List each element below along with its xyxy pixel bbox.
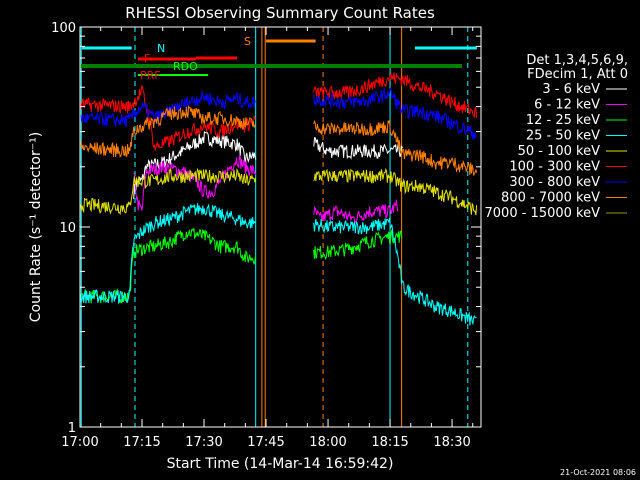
legend-header-line-2: FDecim 1, Att 0 [527,67,628,82]
series-line-2 [79,228,403,304]
series-line-6 [79,87,478,140]
series-line-3 [79,203,477,326]
annotation-label: S [244,35,251,48]
x-tick-label: 17:00 [61,435,98,450]
series-line-5 [79,72,478,152]
legend-entry-label: 6 - 12 keV [534,98,600,113]
y-tick-label: 10 [59,221,76,236]
legend-entry-label: 7000 - 15000 keV [485,206,601,221]
series-line-1 [133,155,399,225]
y-axis-label: Count Rate (s⁻¹ detector⁻¹) [28,132,44,322]
chart-title: RHESSI Observing Summary Count Rates [125,4,435,22]
x-tick-label: 17:15 [123,435,160,450]
y-axis-ticks: 1 10 100 [51,21,481,436]
x-tick-label: 18:30 [433,435,470,450]
series-line-4 [79,167,478,216]
annotation-label: PRF [140,69,161,82]
legend-header-line-1: Det 1,3,4,5,6,9, [526,53,628,68]
y-tick-label: 100 [51,21,76,36]
series-line-0 [133,131,403,200]
x-tick-label: 18:00 [309,435,346,450]
series-lines [79,72,478,326]
x-tick-label: 17:30 [185,435,222,450]
annotation-label: RDO [173,60,198,73]
plot-area [80,27,481,427]
series-line-7 [79,104,478,176]
event-markers [80,27,469,427]
legend-entry-label: 3 - 6 keV [542,82,600,97]
x-tick-label: 17:45 [247,435,284,450]
legend-entry-label: 50 - 100 keV [518,144,601,159]
annotation-label: F [144,52,150,65]
legend-entry-label: 12 - 25 keV [526,113,600,128]
x-axis-label: Start Time (14-Mar-14 16:59:42) [167,456,394,472]
annotation-bars: NF RDO PRF S [80,35,477,82]
legend-entry-label: 800 - 7000 keV [501,191,600,206]
annotation-label: N [157,42,165,55]
legend-entry-label: 25 - 50 keV [526,129,600,144]
timestamp: 21-Oct-2021 08:06 [560,468,636,477]
y-tick-label: 1 [68,421,76,436]
legend: Det 1,3,4,5,6,9, FDecim 1, Att 0 3 - 6 k… [485,53,628,221]
legend-entry-label: 300 - 800 keV [509,175,600,190]
legend-entry-label: 100 - 300 keV [509,160,600,175]
x-tick-label: 18:15 [371,435,408,450]
x-axis-ticks: 17:00 17:15 17:30 17:45 18:00 18:15 18:30 [61,27,474,450]
